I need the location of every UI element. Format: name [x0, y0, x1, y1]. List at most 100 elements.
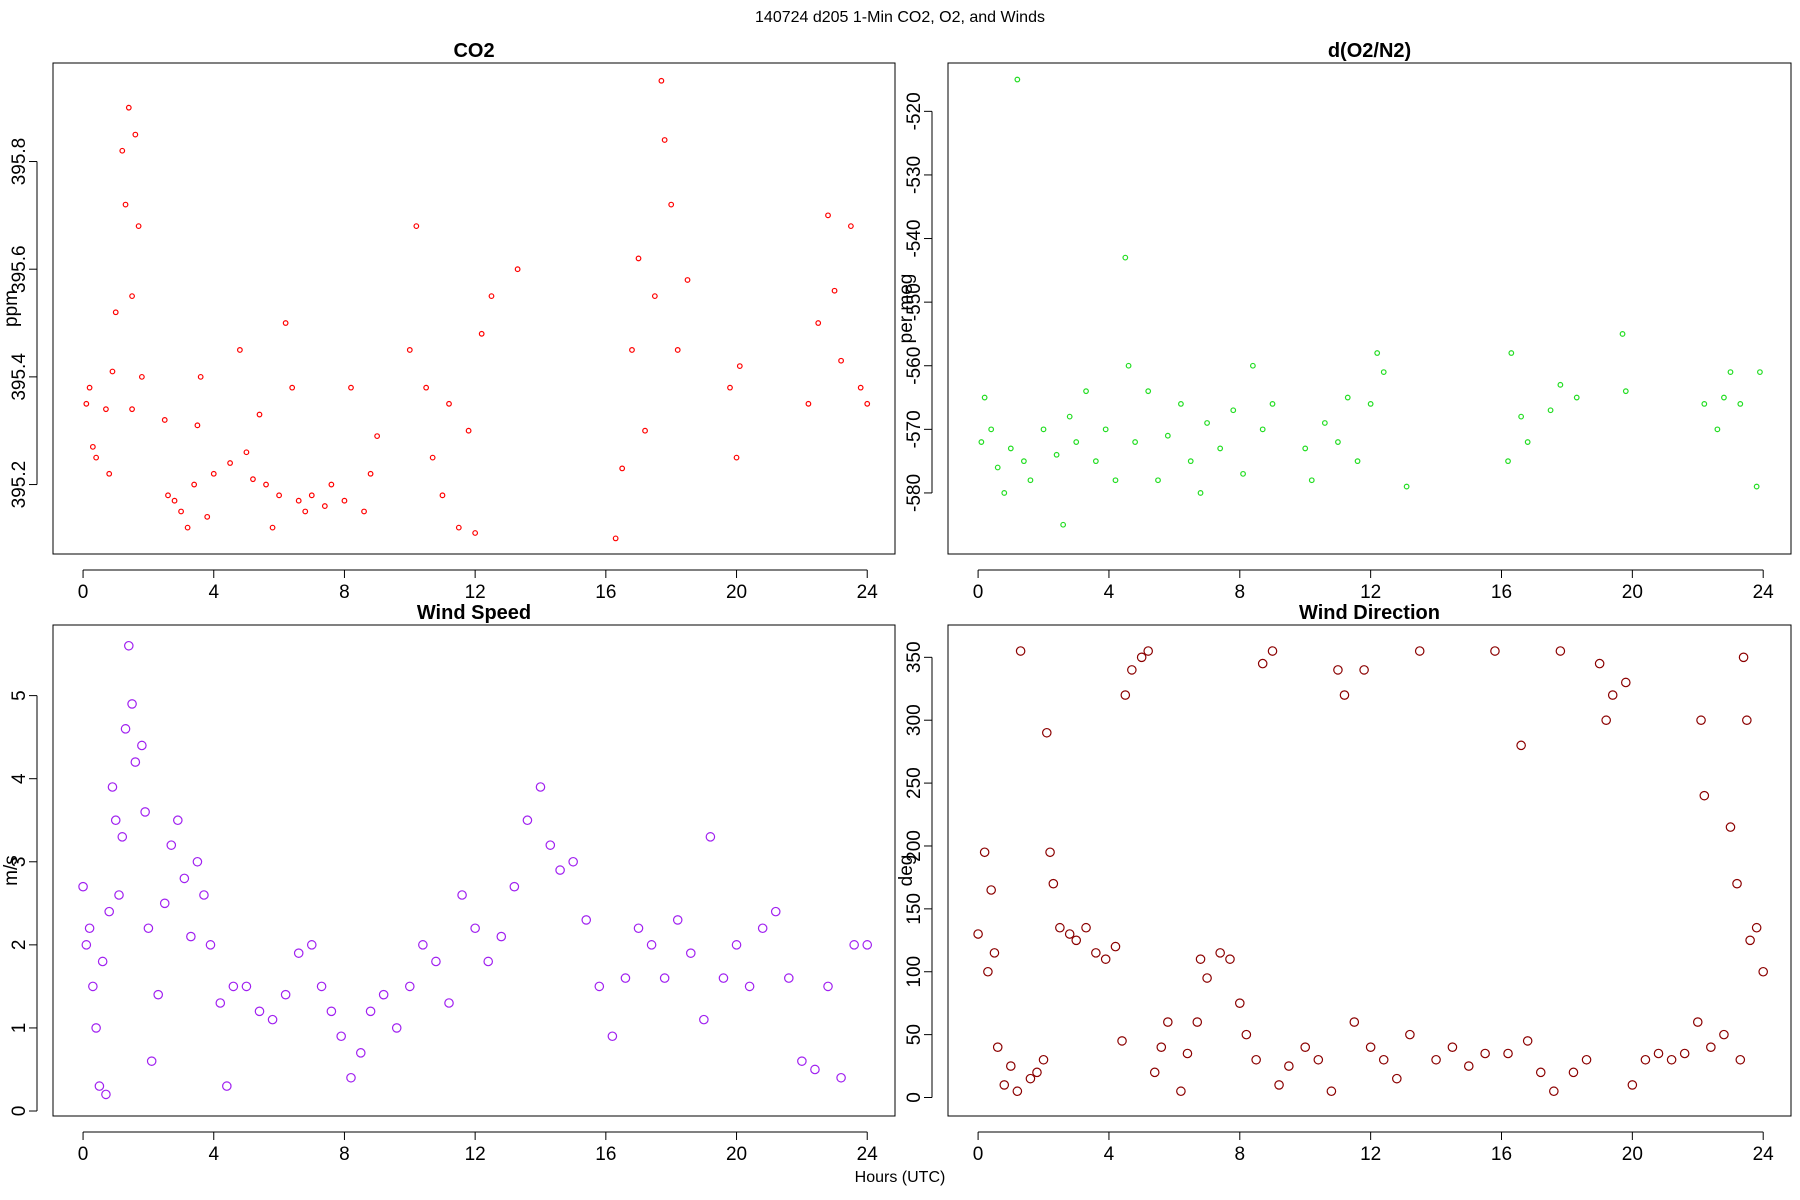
- data-point: [110, 815, 121, 826]
- data-point: [89, 443, 96, 450]
- y-tick-label: 0: [904, 1092, 925, 1103]
- x-tick-label: 12: [465, 582, 486, 603]
- data-point: [1699, 790, 1710, 801]
- data-point: [1025, 1073, 1036, 1084]
- data-point: [1431, 1054, 1441, 1065]
- data-point: [132, 131, 139, 138]
- data-point: [496, 931, 507, 942]
- data-point: [973, 929, 983, 939]
- panel-title: CO2: [453, 40, 494, 62]
- data-point: [280, 989, 291, 1000]
- data-point: [302, 508, 309, 515]
- data-point: [1182, 1048, 1193, 1059]
- data-point: [88, 981, 98, 992]
- data-point: [1679, 1048, 1690, 1059]
- y-tick-label: 350: [904, 641, 925, 673]
- data-point: [1349, 1017, 1360, 1027]
- data-point: [1505, 458, 1511, 465]
- x-tick-label: 12: [1360, 582, 1381, 603]
- plot-frame: [52, 624, 896, 1117]
- data-point: [1164, 432, 1171, 439]
- data-point: [137, 740, 147, 751]
- data-point: [731, 940, 742, 950]
- data-point: [1234, 998, 1245, 1008]
- data-point: [241, 981, 252, 992]
- data-point: [986, 885, 996, 895]
- data-point: [1751, 922, 1762, 933]
- y-tick-label: 395.6: [9, 245, 30, 293]
- data-point: [367, 470, 374, 477]
- data-point: [999, 1080, 1010, 1090]
- data-point: [1735, 1054, 1746, 1065]
- data-point: [642, 427, 648, 434]
- data-point: [994, 464, 1001, 471]
- y-tick-label: 5: [9, 690, 30, 701]
- data-point: [1518, 413, 1525, 420]
- x-tick-label: 4: [1104, 1144, 1115, 1165]
- data-point: [276, 492, 283, 499]
- data-point: [1117, 1036, 1127, 1046]
- data-point: [1568, 1067, 1579, 1078]
- data-point: [483, 956, 494, 967]
- data-point: [1403, 483, 1410, 490]
- data-point: [125, 104, 132, 111]
- data-point: [93, 454, 100, 461]
- data-point: [107, 782, 118, 792]
- data-point: [1202, 973, 1212, 983]
- data-point: [1251, 1054, 1261, 1065]
- data-point: [620, 973, 631, 983]
- data-point: [106, 470, 113, 477]
- plot-frame: [947, 62, 1792, 555]
- data-point: [661, 137, 668, 143]
- data-point: [83, 400, 90, 407]
- data-point: [1753, 483, 1760, 490]
- data-point: [1204, 420, 1210, 426]
- y-tick-label: 250: [904, 767, 925, 799]
- data-point: [135, 223, 142, 230]
- x-tick-label: 20: [726, 582, 747, 603]
- y-tick-label: 200: [904, 830, 925, 862]
- data-point: [1503, 1048, 1513, 1059]
- data-point: [404, 981, 415, 992]
- data-point: [1745, 935, 1755, 946]
- data-point: [104, 906, 114, 917]
- data-point: [194, 422, 201, 429]
- data-point: [1066, 413, 1073, 420]
- data-point: [1122, 254, 1129, 261]
- x-tick-label: 0: [973, 582, 984, 603]
- data-point: [130, 757, 141, 767]
- y-tick-label: 150: [904, 893, 925, 925]
- data-point: [1594, 658, 1605, 669]
- data-point: [864, 400, 871, 407]
- data-point: [1102, 426, 1109, 433]
- data-point: [1557, 381, 1564, 388]
- data-point: [120, 724, 131, 734]
- x-tick-label: 24: [1753, 1144, 1775, 1165]
- data-point: [293, 948, 304, 958]
- panel-title: d(O2/N2): [1328, 40, 1411, 62]
- data-point: [1156, 1042, 1167, 1053]
- data-point: [757, 923, 768, 934]
- page-title: 140724 d205 1-Min CO2, O2, and Winds: [755, 9, 1045, 26]
- data-point: [199, 890, 209, 900]
- data-point: [810, 1064, 820, 1075]
- data-point: [989, 948, 1000, 958]
- data-point: [1696, 715, 1706, 726]
- data-point: [210, 470, 217, 477]
- data-point: [1524, 439, 1531, 445]
- data-point: [1547, 407, 1554, 414]
- data-point: [256, 411, 263, 418]
- data-point: [1714, 426, 1721, 433]
- data-point: [825, 212, 831, 219]
- data-point: [727, 384, 733, 391]
- data-point: [1125, 362, 1132, 369]
- data-point: [744, 981, 755, 992]
- y-axis-label: deg: [896, 855, 917, 887]
- data-point: [674, 347, 681, 353]
- data-point: [633, 923, 644, 934]
- data-point: [457, 890, 467, 900]
- data-point: [862, 940, 873, 950]
- data-point: [406, 347, 413, 353]
- data-point: [1091, 948, 1101, 958]
